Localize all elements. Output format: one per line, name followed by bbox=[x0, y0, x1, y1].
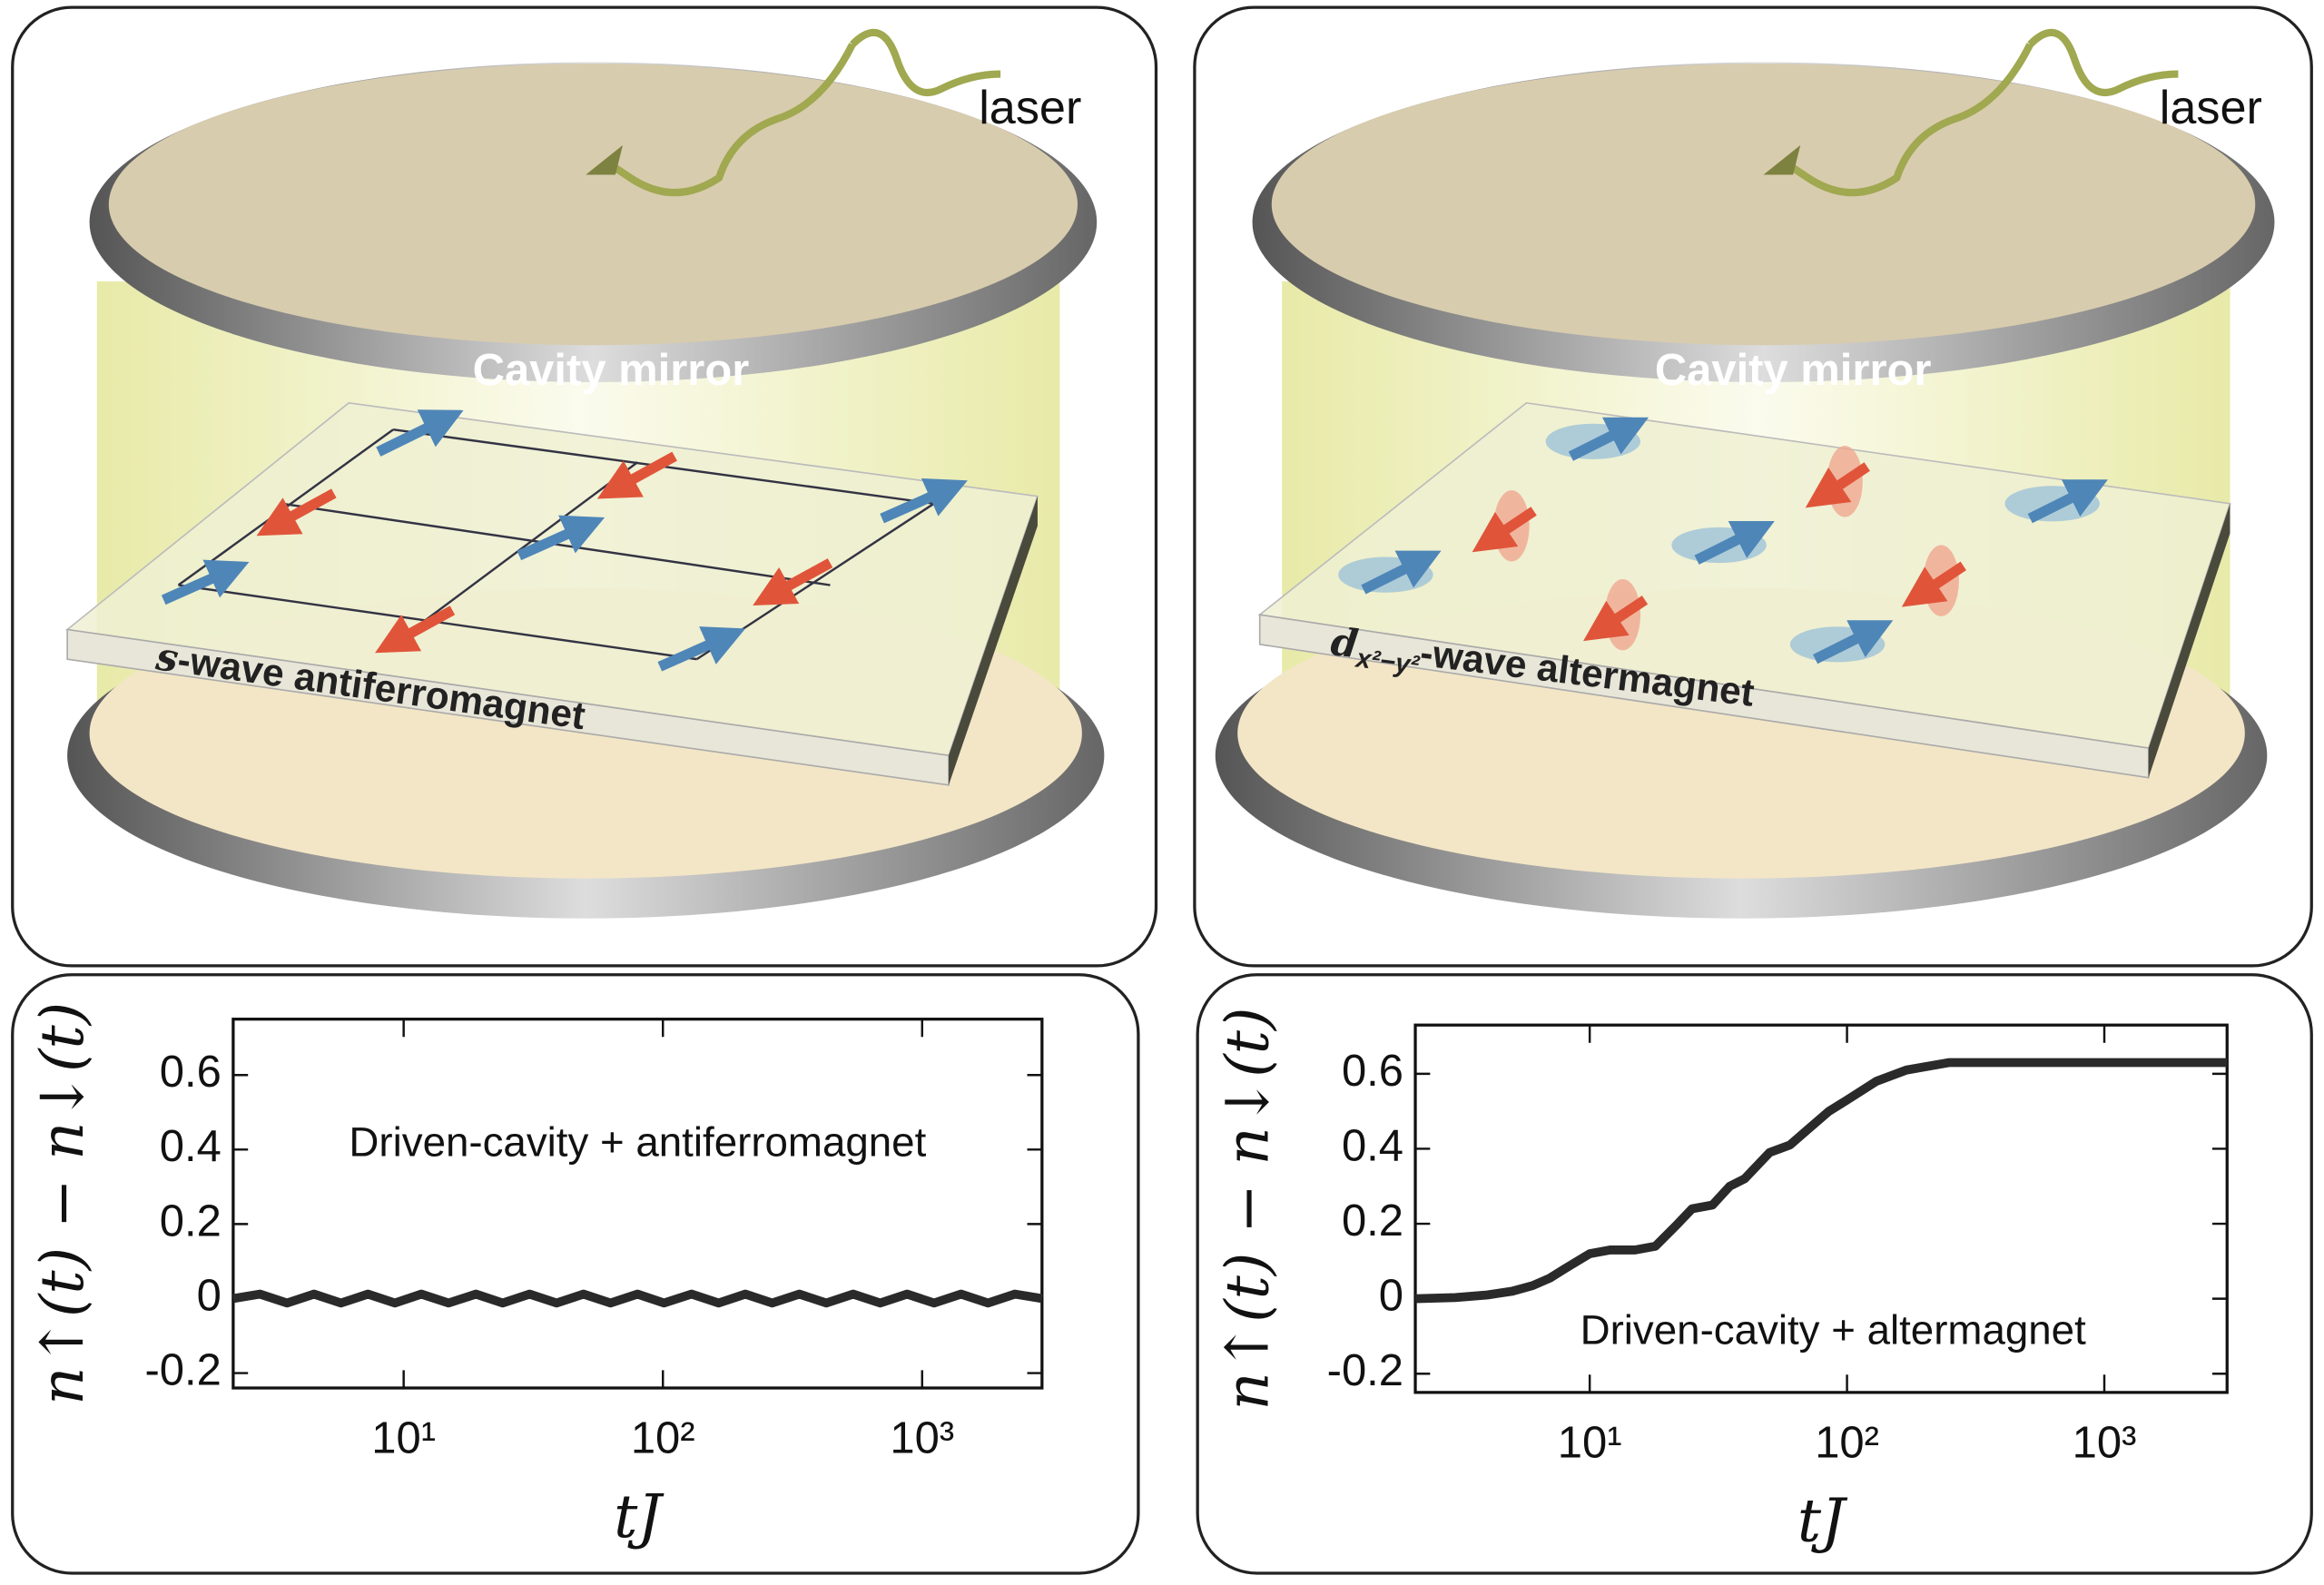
mirror-label: Cavity mirror bbox=[1655, 346, 1932, 395]
material-symbol: d bbox=[1328, 619, 1361, 667]
plate-side bbox=[949, 496, 1038, 785]
data-line bbox=[232, 1289, 1043, 1308]
y-tick-label: 0.4 bbox=[1342, 1121, 1403, 1170]
plot-frame bbox=[231, 1018, 1044, 1390]
top-mirror bbox=[108, 64, 1078, 346]
cavity-illustration: laser Cavity mirror dx²−y²-wave altermag… bbox=[1215, 28, 2275, 919]
spin-arrows bbox=[1361, 417, 2108, 665]
mirror-label: Cavity mirror bbox=[473, 346, 750, 395]
x-tick-label: 10¹ bbox=[1558, 1419, 1622, 1468]
laser-label: laser bbox=[2160, 82, 2262, 134]
panel bbox=[1196, 973, 2313, 1575]
x-axis-label: tJ bbox=[614, 1482, 665, 1551]
x-tick-label: 10³ bbox=[890, 1414, 954, 1463]
panel bbox=[11, 5, 1158, 968]
y-tick-label: 0.2 bbox=[160, 1196, 222, 1245]
plot-frame bbox=[1413, 1023, 2229, 1394]
x-tick-label: 10¹ bbox=[371, 1414, 436, 1463]
laser-head bbox=[586, 144, 624, 175]
annotation: Driven-cavity + altermagnet bbox=[1581, 1307, 2086, 1354]
y-tick-label: 0 bbox=[197, 1271, 222, 1320]
y-tick-label: 0.2 bbox=[1342, 1196, 1403, 1245]
spin-arrows bbox=[161, 409, 968, 672]
laser-label: laser bbox=[979, 82, 1081, 134]
plate-side bbox=[2148, 503, 2230, 778]
data-line bbox=[1414, 1058, 2228, 1304]
y-tick-label: 0.6 bbox=[160, 1048, 222, 1097]
y-tick-label: 0.6 bbox=[1342, 1047, 1403, 1096]
y-tick-label: 0 bbox=[1379, 1272, 1403, 1321]
y-axis-label: n↑(t) − n↓(t) bbox=[1214, 1008, 1283, 1411]
laser-beam bbox=[606, 28, 1001, 197]
y-tick-label: -0.2 bbox=[1327, 1346, 1403, 1395]
top-mirror bbox=[1271, 64, 2256, 346]
y-tick-label: -0.2 bbox=[144, 1345, 221, 1394]
panel bbox=[11, 973, 1140, 1575]
panel bbox=[1193, 5, 2313, 968]
y-tick-label: 0.4 bbox=[160, 1122, 222, 1171]
x-axis-label: tJ bbox=[1797, 1487, 1848, 1556]
x-tick-label: 10² bbox=[1815, 1419, 1879, 1468]
annotation: Driven-cavity + antiferromagnet bbox=[349, 1118, 926, 1165]
laser-beam bbox=[1783, 28, 2179, 197]
x-tick-label: 10² bbox=[631, 1414, 695, 1463]
y-axis-label: n↑(t) − n↓(t) bbox=[28, 1002, 97, 1405]
cavity-illustration: laser Cavity mirror s-wave antiferromagn… bbox=[65, 28, 1105, 919]
x-tick-label: 10³ bbox=[2073, 1419, 2137, 1468]
laser-head bbox=[1763, 144, 1801, 175]
